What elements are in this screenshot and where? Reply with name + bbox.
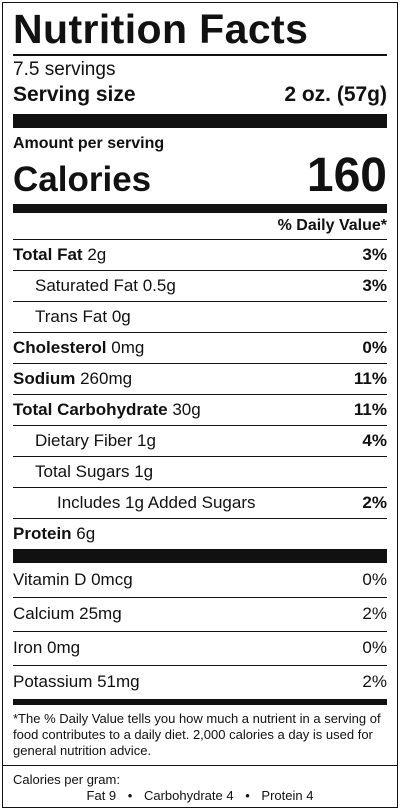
calories-row: Calories 160 xyxy=(13,148,387,202)
vitamin-row-vitamin-d: Vitamin D 0mcg 0% xyxy=(13,563,387,597)
vitamin-label: Vitamin D 0mcg xyxy=(13,569,133,589)
vitamins-divider-bar xyxy=(13,698,387,705)
nutrient-dv: 0% xyxy=(362,337,387,357)
daily-value-footnote: *The % Daily Value tells you how much a … xyxy=(13,710,381,758)
nutrient-amount: 6g xyxy=(76,523,96,543)
calories-label: Calories xyxy=(13,159,152,199)
nutrient-label: Dietary Fiber 1g xyxy=(35,430,156,450)
nutrient-row-protein: Protein 6g xyxy=(13,517,387,549)
protein-divider-bar xyxy=(13,548,387,563)
nutrient-dv: 11% xyxy=(353,399,387,419)
serving-size-value: 2 oz. (57g) xyxy=(284,82,387,106)
nutrient-label: Total Sugars 1g xyxy=(35,461,154,481)
cpg-carbohydrate: Carbohydrate 4 xyxy=(143,788,234,803)
bullet-separator: • xyxy=(127,788,133,803)
vitamin-label: Iron 0mg xyxy=(13,638,81,657)
vitamin-label: Potassium 51mg xyxy=(13,672,140,691)
serving-divider-bar xyxy=(13,113,387,128)
nutrient-dv: 11% xyxy=(353,368,387,388)
daily-value-header: % Daily Value* xyxy=(277,216,387,234)
bullet-separator: • xyxy=(245,788,250,803)
nutrient-row-total-fat: Total Fat 2g 3% xyxy=(13,238,387,270)
cpg-fat: Fat 9 xyxy=(86,788,117,803)
nutrient-row-sodium: Sodium 260mg 11% xyxy=(13,362,387,394)
vitamin-dv: 2% xyxy=(362,672,387,691)
vitamin-dv: 0% xyxy=(362,638,387,657)
nutrient-dv: 2% xyxy=(362,492,387,512)
cpg-protein: Protein 4 xyxy=(261,788,314,803)
vitamin-label: Calcium 25mg xyxy=(13,604,122,623)
vitamin-dv: 0% xyxy=(362,569,387,589)
nutrient-label: Includes 1g Added Sugars xyxy=(57,492,256,512)
nutrient-label: Total Carbohydrate xyxy=(13,399,168,419)
label-title: Nutrition Facts xyxy=(13,6,309,52)
calories-per-gram-values: Fat 9 • Carbohydrate 4 • Protein 4 xyxy=(13,788,387,804)
nutrient-row-trans-fat: Trans Fat 0g xyxy=(13,300,387,332)
nutrient-amount: 260mg xyxy=(80,368,133,388)
footnote-divider xyxy=(3,764,397,766)
vitamin-row-iron: Iron 0mg 0% xyxy=(13,630,387,665)
serving-size-row: Serving size 2 oz. (57g) xyxy=(13,82,387,108)
nutrient-row-dietary-fiber: Dietary Fiber 1g 4% xyxy=(13,424,387,456)
calories-value: 160 xyxy=(306,148,387,202)
nutrient-row-total-carbohydrate: Total Carbohydrate 30g 11% xyxy=(13,393,387,425)
nutrient-row-total-sugars: Total Sugars 1g xyxy=(13,455,387,487)
nutrient-row-cholesterol: Cholesterol 0mg 0% xyxy=(13,331,387,363)
vitamin-row-potassium: Potassium 51mg 2% xyxy=(13,664,387,699)
calories-per-gram-title: Calories per gram: xyxy=(13,772,120,787)
calories-divider-bar xyxy=(13,203,387,213)
nutrient-label: Total Fat xyxy=(13,244,83,264)
nutrient-label: Cholesterol xyxy=(13,337,107,357)
nutrient-dv: 3% xyxy=(362,275,387,295)
nutrient-amount: 2g xyxy=(87,244,107,264)
nutrient-label: Trans Fat 0g xyxy=(35,306,131,326)
nutrient-label: Saturated Fat 0.5g xyxy=(35,275,176,295)
nutrient-amount: 0mg xyxy=(111,337,145,357)
nutrient-dv: 4% xyxy=(362,430,387,450)
title-divider xyxy=(13,54,387,56)
nutrient-label: Protein xyxy=(13,523,72,543)
nutrient-amount: 30g xyxy=(172,399,201,419)
serving-size-label: Serving size xyxy=(13,82,136,106)
servings-per-container: 7.5 servings xyxy=(13,58,116,80)
vitamin-row-calcium: Calcium 25mg 2% xyxy=(13,596,387,631)
nutrient-row-saturated-fat: Saturated Fat 0.5g 3% xyxy=(13,269,387,301)
vitamin-dv: 2% xyxy=(362,604,387,623)
nutrient-dv: 3% xyxy=(362,244,387,264)
nutrient-row-added-sugars: Includes 1g Added Sugars 2% xyxy=(13,486,387,518)
amount-per-serving: Amount per serving xyxy=(13,134,165,152)
nutrient-label: Sodium xyxy=(13,368,76,388)
